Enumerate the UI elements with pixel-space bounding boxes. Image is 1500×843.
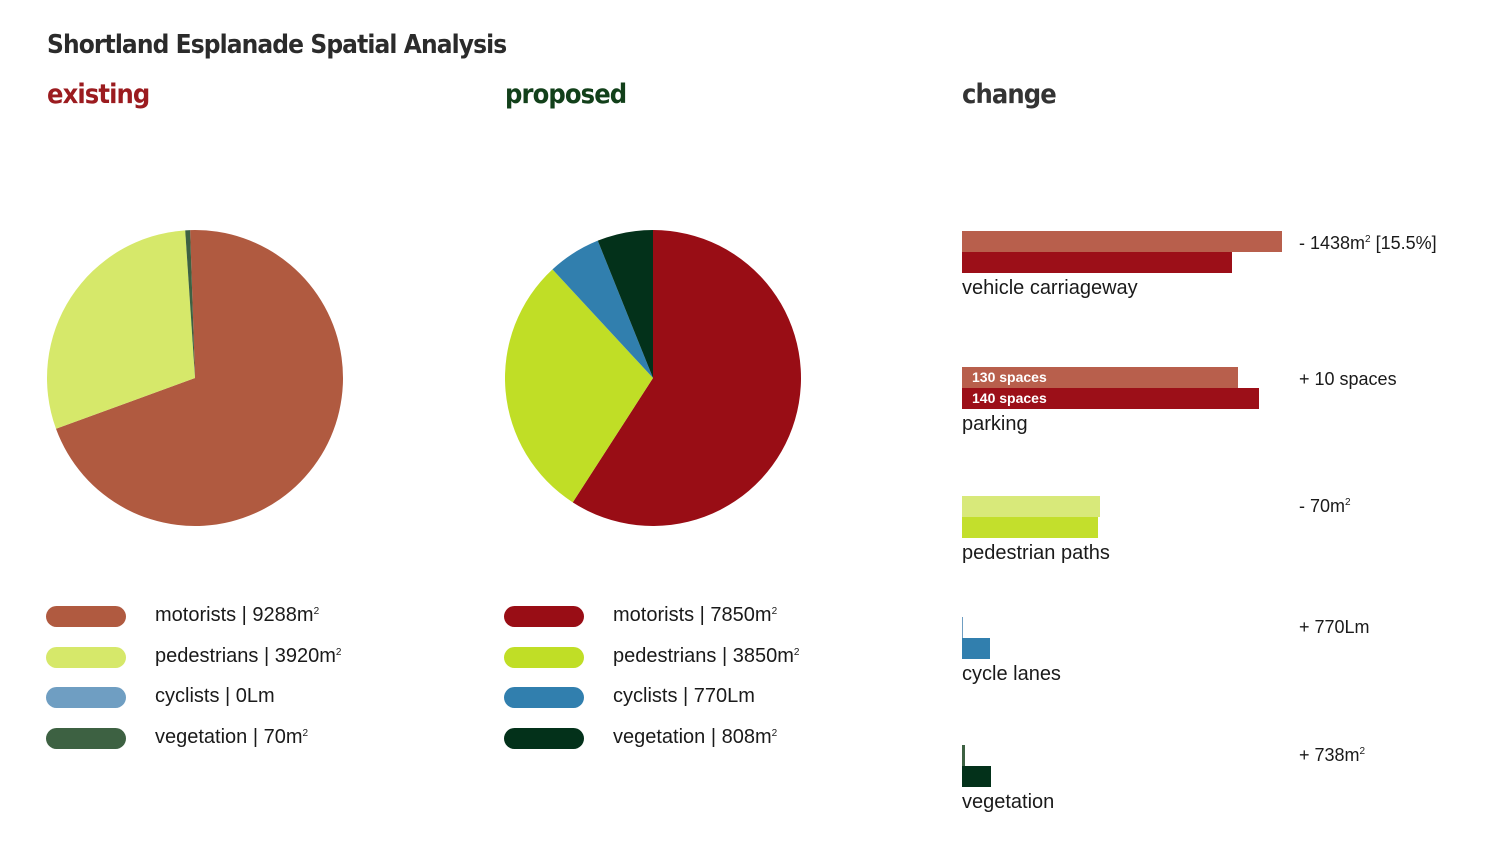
- legend-swatch: [46, 606, 126, 627]
- change-item-vegetation: vegetation + 738m2: [962, 745, 1482, 825]
- pie-slice-motorists: [572, 230, 801, 526]
- proposed-bar: [962, 766, 991, 787]
- change-category-label: cycle lanes: [962, 663, 1061, 685]
- change-value: - 70m2: [1299, 496, 1351, 516]
- change-item-pedestrian-paths: pedestrian paths - 70m2: [962, 496, 1482, 576]
- page-title: Shortland Esplanade Spatial Analysis: [47, 30, 507, 60]
- pie-slice-vegetation: [597, 230, 653, 378]
- legend-swatch: [46, 646, 126, 668]
- existing-bar: [962, 745, 965, 766]
- change-value: + 10 spaces: [1299, 369, 1397, 389]
- legend-swatch: [46, 687, 126, 708]
- change-value: - 1438m2 [15.5%]: [1299, 233, 1437, 253]
- legend-label: cyclists | 770Lm: [613, 685, 755, 707]
- legend-label: motorists | 9288m2: [155, 604, 320, 626]
- pie-slice-pedestrians: [505, 269, 653, 503]
- bar-label: 130 spaces: [972, 369, 1047, 385]
- pie-slice-vegetation: [185, 230, 195, 378]
- proposed-bar: 140 spaces: [962, 388, 1260, 409]
- change-category-label: parking: [962, 413, 1028, 435]
- existing-bar: [962, 617, 963, 638]
- change-value: + 770Lm: [1299, 617, 1370, 637]
- proposed-bar: [962, 638, 990, 659]
- legend-swatch: [504, 687, 584, 708]
- existing-heading: existing: [47, 79, 150, 110]
- legend-label: cyclists | 0Lm: [155, 685, 275, 707]
- legend-swatch: [504, 606, 584, 627]
- change-heading: change: [962, 79, 1057, 110]
- legend-label: pedestrians | 3850m2: [613, 644, 800, 667]
- existing-bar: [962, 231, 1282, 252]
- legend-label: vegetation | 70m2: [155, 725, 309, 748]
- proposed-pie-chart: [505, 230, 801, 526]
- legend-label: motorists | 7850m2: [613, 604, 778, 626]
- change-item-parking: 130 spaces 140 spaces parking + 10 spaces: [962, 367, 1482, 447]
- existing-bar: [962, 496, 1100, 517]
- proposed-bar: [962, 252, 1233, 273]
- proposed-heading: proposed: [505, 79, 627, 110]
- change-item-vehicle-carriageway: vehicle carriageway - 1438m2 [15.5%]: [962, 231, 1482, 311]
- legend-swatch: [504, 646, 584, 668]
- change-category-label: vehicle carriageway: [962, 277, 1138, 299]
- existing-pie-chart: [46, 230, 344, 526]
- pie-slice-motorists: [55, 230, 344, 526]
- legend-swatch: [46, 727, 126, 749]
- legend-label: vegetation | 808m2: [613, 725, 778, 748]
- change-item-cycle-lanes: cycle lanes + 770Lm: [962, 617, 1482, 697]
- change-category-label: vegetation: [962, 791, 1055, 813]
- legend-label: pedestrians | 3920m2: [155, 644, 342, 667]
- pie-slice-pedestrians: [46, 230, 195, 429]
- change-category-label: pedestrian paths: [962, 542, 1110, 564]
- pie-slice-cyclists: [552, 240, 653, 378]
- change-value: + 738m2: [1299, 745, 1366, 765]
- existing-bar: 130 spaces: [962, 367, 1238, 388]
- bar-label: 140 spaces: [972, 390, 1047, 406]
- legend-swatch: [504, 727, 584, 749]
- proposed-bar: [962, 517, 1098, 538]
